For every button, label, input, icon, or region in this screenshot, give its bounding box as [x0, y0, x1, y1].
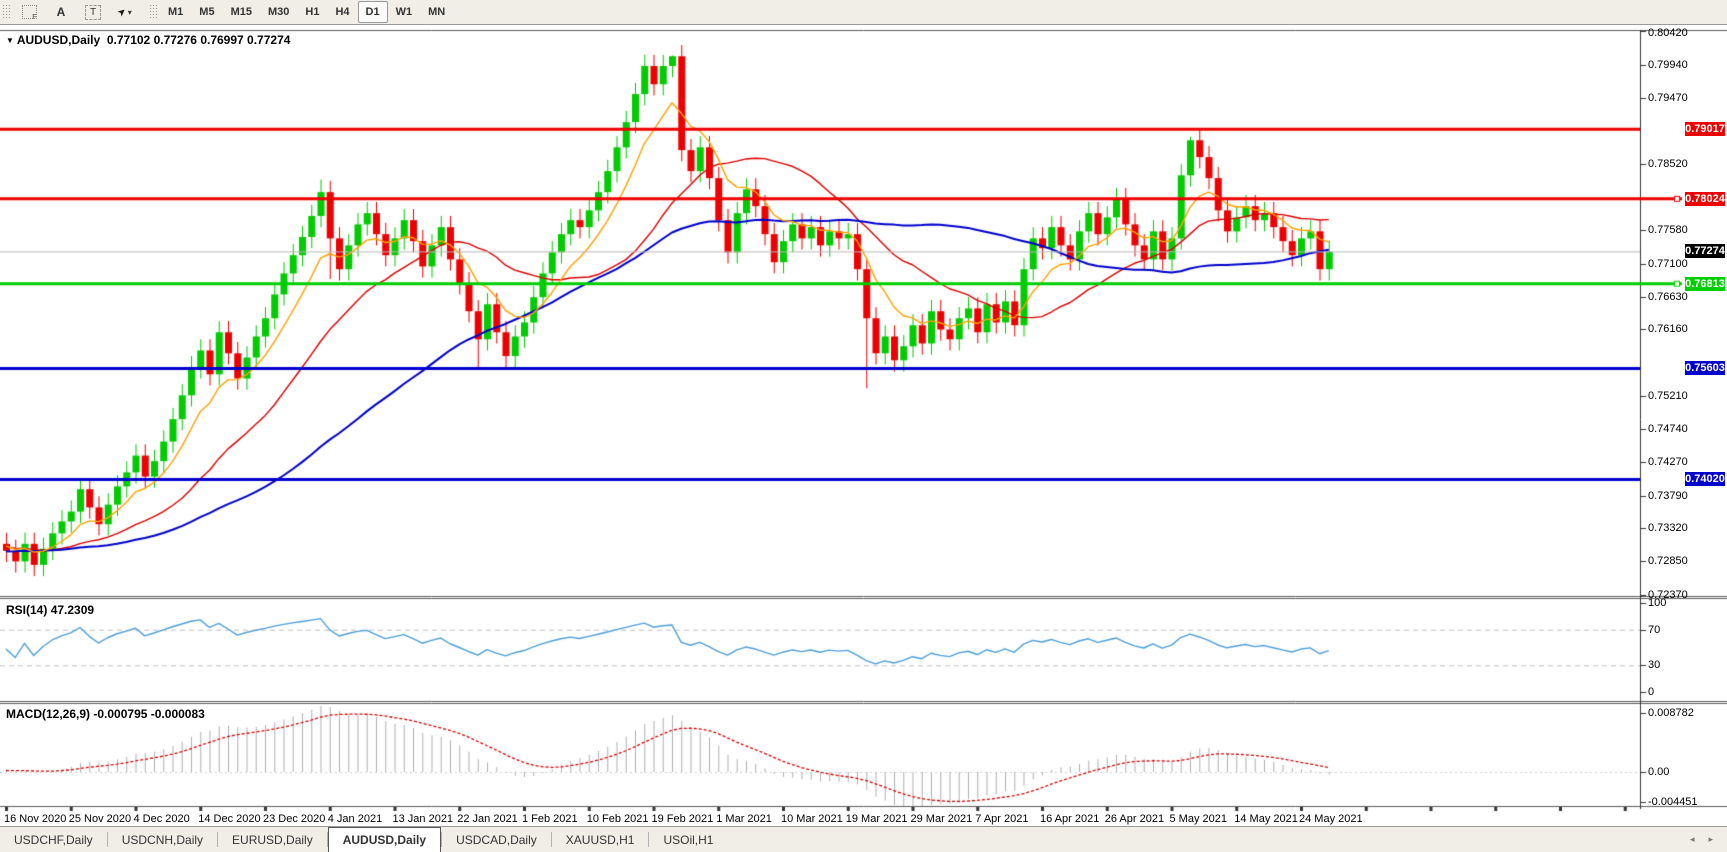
tab-separator — [326, 832, 328, 847]
date-label-16-apr-2021: 16 Apr 2021 — [1040, 813, 1100, 825]
price-tick-0.74270: 0.74270 — [1648, 455, 1688, 468]
ohlc-low: 0.76997 — [200, 33, 244, 47]
date-label-24-may-2021: 24 May 2021 — [1299, 813, 1363, 825]
macd-value: -0.000795 — [93, 707, 148, 721]
date-label-1-feb-2021: 1 Feb 2021 — [522, 813, 578, 825]
price-tick-0.73320: 0.73320 — [1648, 522, 1688, 535]
rsi-tick-70: 70 — [1648, 623, 1661, 636]
date-label-4-jan-2021: 4 Jan 2021 — [327, 813, 383, 825]
date-label-25-nov-2020: 25 Nov 2020 — [68, 813, 132, 825]
price-tick-0.73790: 0.73790 — [1648, 489, 1688, 502]
tab-xauusd-h1[interactable]: XAUUSD,H1 — [565, 832, 635, 847]
tab-separator — [217, 832, 219, 847]
timeframe-button-W1[interactable]: W1 — [395, 6, 413, 18]
timeframe-button-M5[interactable]: M5 — [199, 6, 215, 18]
price-tick-0.79470: 0.79470 — [1648, 91, 1688, 104]
level-price-badge-0.75603: 0.75603 — [1685, 361, 1725, 376]
grid-f-icon[interactable] — [14, 1, 44, 23]
price-tick-0.77580: 0.77580 — [1648, 223, 1688, 236]
dropdown-arrow-icon: ▾ — [127, 7, 132, 17]
timeframe-group: M1 M5 M15 M30 H1 H4 D1 W1 MN — [160, 1, 453, 23]
toolbar: A T ➤ ▾ M1 M5 M15 M30 H1 H4 D1 W1 MN — [0, 0, 1727, 25]
timeframe-button-D1[interactable]: D1 — [357, 1, 388, 23]
tab-scroll-left-icon[interactable]: ◂ — [1689, 834, 1695, 844]
ohlc-header: ▼ AUDUSD,Daily 0.77102 0.77276 0.76997 0… — [6, 33, 290, 47]
tab-scroll-controls: ◂ ▸ — [1690, 827, 1727, 852]
price-tick-0.72850: 0.72850 — [1648, 555, 1688, 568]
rsi-value: 47.2309 — [50, 603, 95, 617]
annotate-a-icon[interactable]: A — [56, 5, 66, 19]
rsi-label: RSI(14) 47.2309 — [6, 603, 95, 617]
chart-canvas[interactable] — [0, 25, 1727, 825]
symbol-dropdown-icon[interactable]: ▼ — [6, 36, 14, 45]
price-tick-0.74740: 0.74740 — [1648, 422, 1688, 435]
date-label-19-feb-2021: 19 Feb 2021 — [651, 813, 714, 825]
timeframe-button-H4[interactable]: H4 — [335, 6, 350, 18]
macd-tick--0.004451: -0.004451 — [1648, 795, 1698, 808]
chart-window: ▼ AUDUSD,Daily 0.77102 0.77276 0.76997 0… — [0, 25, 1727, 825]
price-tick-0.78520: 0.78520 — [1648, 158, 1688, 171]
date-label-14-dec-2020: 14 Dec 2020 — [198, 813, 261, 825]
ohlc-close: 0.77274 — [247, 33, 291, 47]
tab-usdchf-daily[interactable]: USDCHF,Daily — [14, 832, 93, 847]
date-label-1-mar-2021: 1 Mar 2021 — [716, 813, 772, 825]
level-price-badge-0.79017: 0.79017 — [1685, 122, 1725, 137]
macd-tick-0.00: 0.00 — [1648, 766, 1670, 778]
symbol-label: AUDUSD,Daily — [16, 33, 101, 47]
timeframe-button-M15[interactable]: M15 — [230, 6, 252, 18]
level-price-badge-0.76813: 0.76813 — [1685, 276, 1725, 291]
rsi-tick-30: 30 — [1648, 659, 1661, 672]
rsi-tick-100: 100 — [1648, 597, 1667, 609]
toolbar-grip[interactable] — [2, 4, 10, 20]
tab-usdcad-daily[interactable]: USDCAD,Daily — [456, 832, 537, 847]
timeframe-button-H1[interactable]: H1 — [305, 6, 320, 18]
macd-signal-value: -0.000083 — [150, 707, 205, 721]
tab-separator — [550, 832, 552, 847]
date-label-14-may-2021: 14 May 2021 — [1234, 813, 1298, 825]
date-label-7-apr-2021: 7 Apr 2021 — [975, 813, 1029, 825]
symbol-tabbar: USDCHF,Daily USDCNH,Daily EURUSD,Daily AUDU… — [0, 826, 1727, 852]
tab-usoil-h1[interactable]: USOil,H1 — [663, 832, 714, 847]
tab-scroll-right-icon[interactable]: ▸ — [1708, 834, 1713, 844]
tab-usdcnh-daily[interactable]: USDCNH,Daily — [121, 832, 204, 847]
macd-tick-0.008782: 0.008782 — [1648, 707, 1694, 720]
cursor-tool-icon[interactable]: ➤ ▾ — [115, 5, 132, 19]
date-label-29-mar-2021: 29 Mar 2021 — [910, 813, 973, 825]
timeframe-button-M30[interactable]: M30 — [267, 6, 290, 18]
text-tool-icon[interactable]: T — [78, 1, 108, 23]
tab-separator — [648, 832, 650, 847]
price-tick-0.77100: 0.77100 — [1648, 257, 1688, 270]
date-label-10-mar-2021: 10 Mar 2021 — [781, 813, 843, 825]
tab-separator — [441, 832, 443, 847]
ohlc-open: 0.77102 — [106, 33, 151, 47]
macd-label: MACD(12,26,9) -0.000795 -0.000083 — [6, 707, 205, 721]
tab-eurusd-daily[interactable]: EURUSD,Daily — [232, 832, 313, 847]
price-tick-0.80420: 0.80420 — [1648, 27, 1688, 39]
timeframe-button-M1[interactable]: M1 — [168, 6, 184, 18]
tab-separator — [106, 832, 108, 847]
tab-audusd-daily[interactable]: AUDUSD,Daily — [327, 827, 442, 852]
date-label-10-feb-2021: 10 Feb 2021 — [586, 813, 649, 825]
date-label-5-may-2021: 5 May 2021 — [1169, 813, 1227, 825]
rsi-tick-0: 0 — [1648, 686, 1655, 698]
date-label-19-mar-2021: 19 Mar 2021 — [845, 813, 908, 825]
price-tick-0.76160: 0.76160 — [1648, 323, 1688, 336]
ohlc-high: 0.77276 — [153, 33, 197, 47]
date-label-22-jan-2021: 22 Jan 2021 — [457, 813, 518, 825]
level-price-badge-0.78024: 0.78024 — [1685, 191, 1725, 206]
price-tick-0.79940: 0.79940 — [1648, 58, 1688, 71]
date-label-13-jan-2021: 13 Jan 2021 — [392, 813, 454, 825]
timeframe-button-MN[interactable]: MN — [428, 6, 446, 18]
price-tick-0.72370: 0.72370 — [1648, 589, 1688, 601]
date-label-4-dec-2020: 4 Dec 2020 — [133, 813, 190, 825]
date-label-26-apr-2021: 26 Apr 2021 — [1104, 813, 1165, 825]
date-label-16-nov-2020: 16 Nov 2020 — [4, 813, 67, 825]
level-price-badge-0.74020: 0.74020 — [1685, 472, 1725, 487]
price-tick-0.75210: 0.75210 — [1648, 390, 1688, 403]
price-tick-0.76630: 0.76630 — [1648, 290, 1688, 303]
toolbar-grip-2[interactable] — [149, 4, 157, 20]
current-price-badge-0.77274: 0.77274 — [1685, 244, 1725, 259]
tabs: USDCHF,Daily USDCNH,Daily EURUSD,Daily AUDU… — [0, 827, 727, 852]
date-label-23-dec-2020: 23 Dec 2020 — [263, 813, 326, 825]
